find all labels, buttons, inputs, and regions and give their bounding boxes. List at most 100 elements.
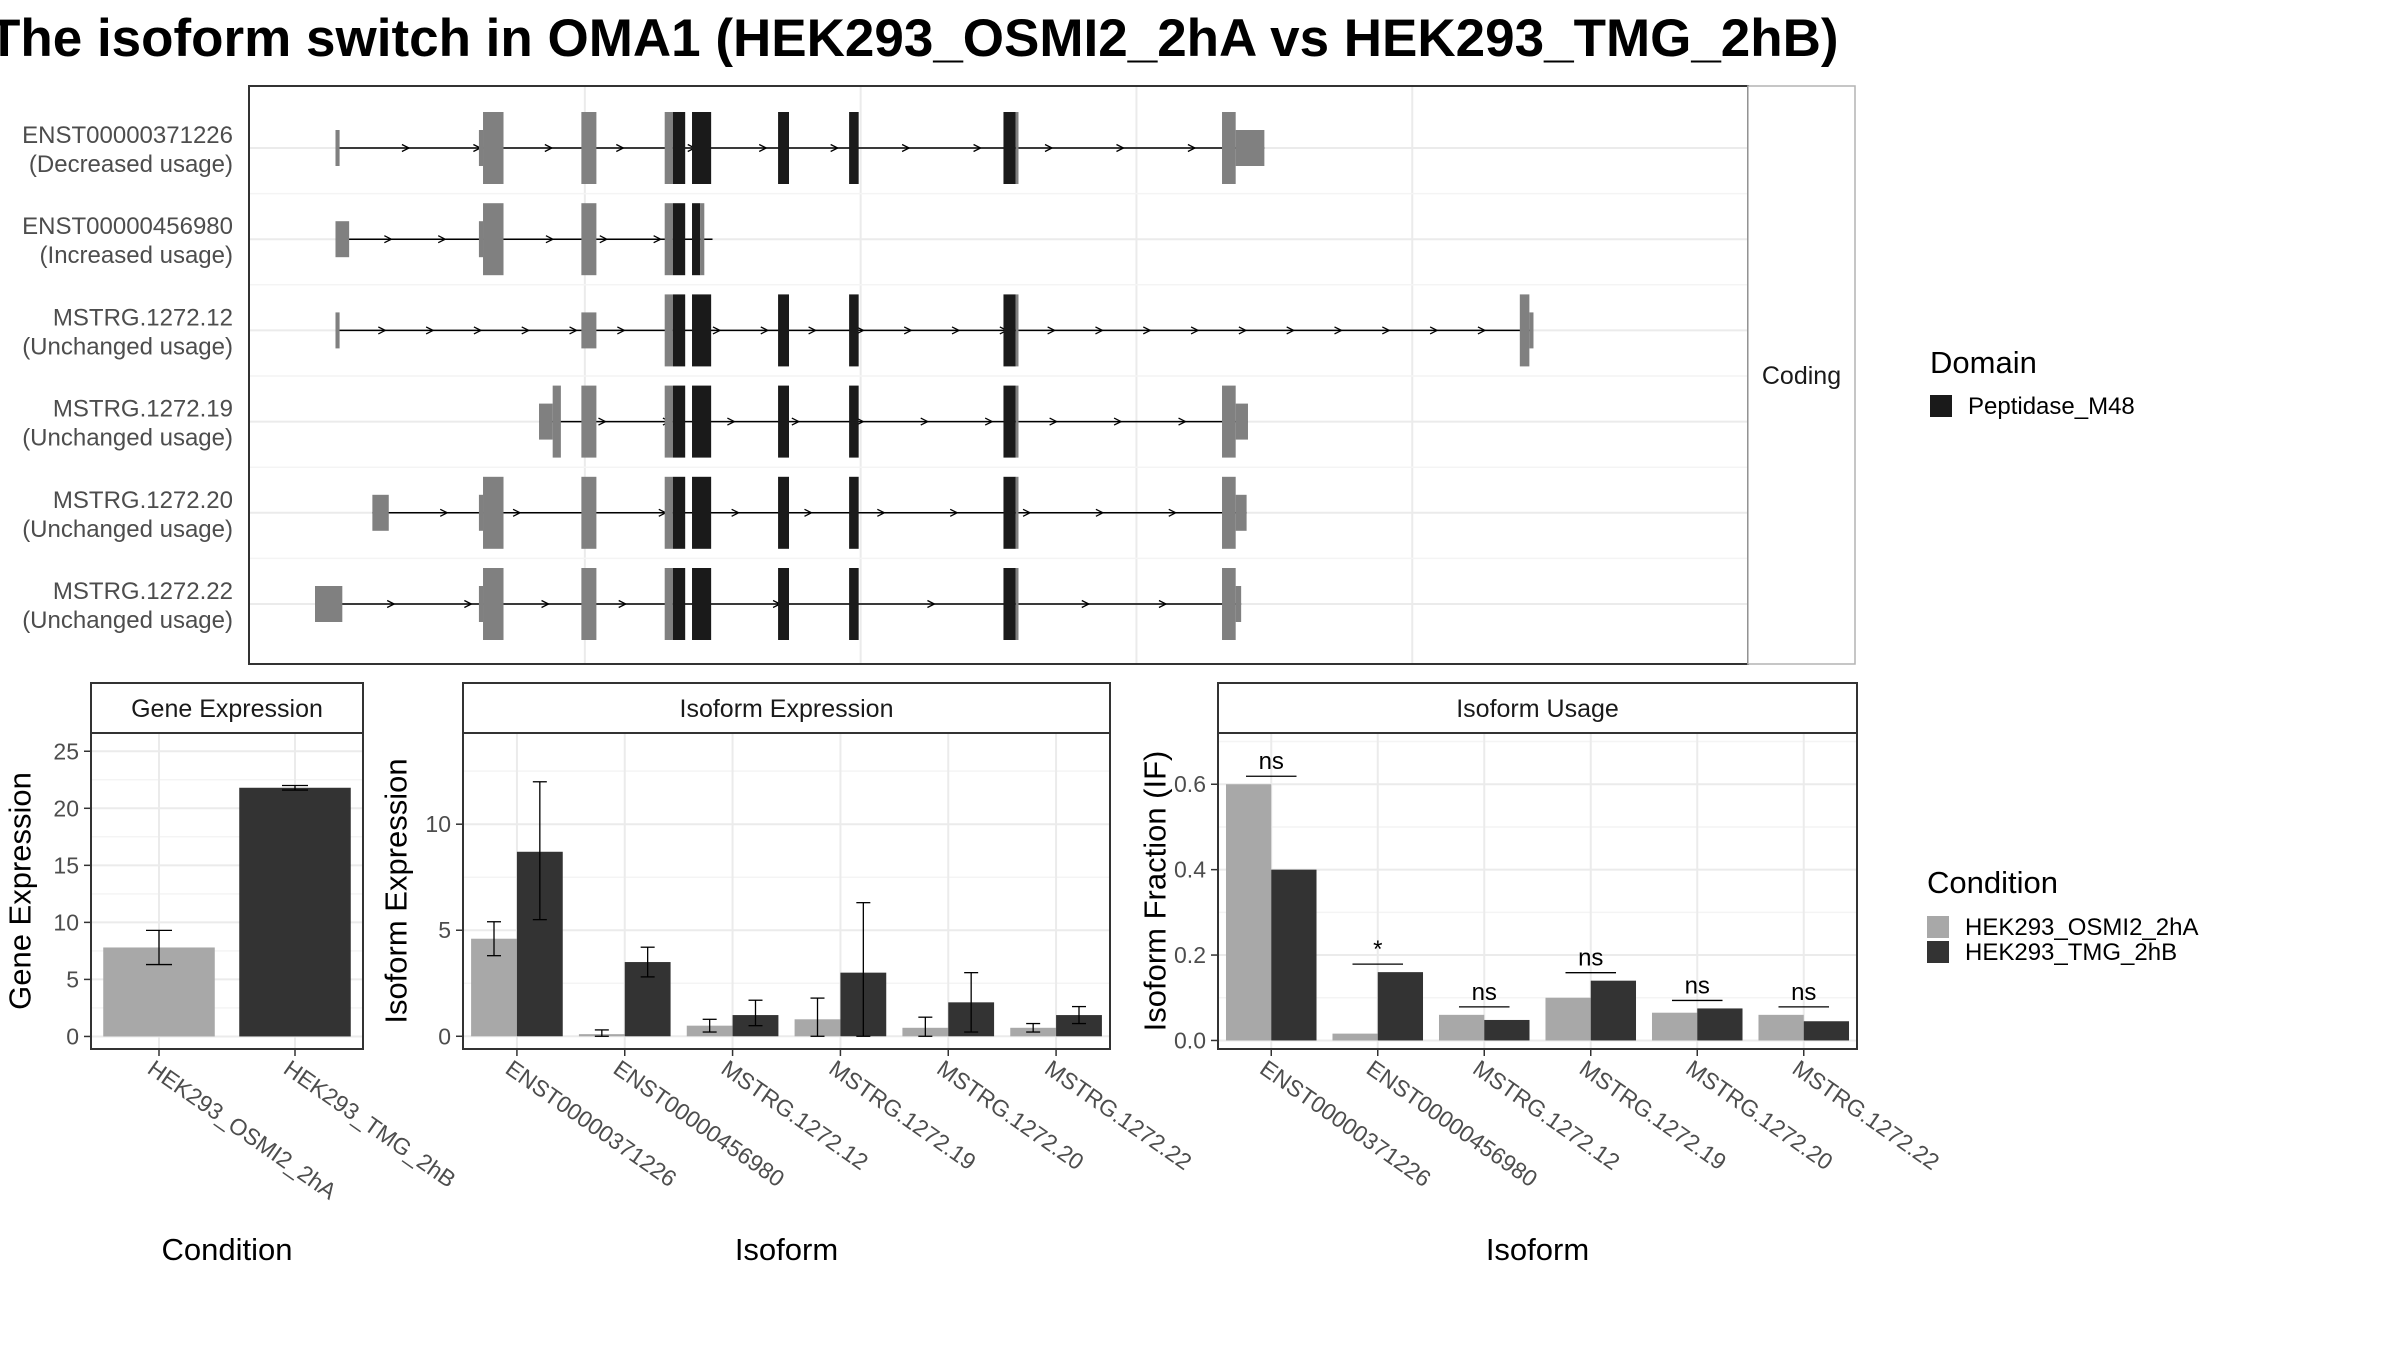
panel-strip-label: Isoform Expression xyxy=(680,695,894,723)
exon-block xyxy=(664,568,673,640)
exon-domain xyxy=(672,385,686,458)
intron-arrow xyxy=(727,417,736,426)
transcript-row: MSTRG.1272.20(Unchanged usage) xyxy=(22,476,1247,549)
bar xyxy=(1758,1014,1804,1041)
significance-label: * xyxy=(1373,936,1382,963)
intron-arrow xyxy=(598,417,607,426)
panel-strip xyxy=(1217,682,1858,734)
exon-domain xyxy=(778,568,790,640)
y-tick-label: 0 xyxy=(438,1023,451,1049)
y-tick-label: 0.0 xyxy=(1174,1027,1206,1053)
condition-legend-title: Condition xyxy=(1927,865,2058,900)
panel-strip xyxy=(90,682,364,734)
transcript-id-label: MSTRG.1272.20 xyxy=(53,487,233,514)
figure-title: The isoform switch in OMA1 (HEK293_OSMI2… xyxy=(0,9,1839,68)
intron-arrow xyxy=(544,143,554,153)
exon-domain xyxy=(849,568,859,640)
intron-arrow xyxy=(1187,143,1197,153)
y-tick-label: 10 xyxy=(425,811,451,837)
exon-domain xyxy=(849,294,859,367)
exon-domain xyxy=(778,476,790,549)
y-axis-title: Gene Expression xyxy=(2,772,37,1010)
intron-arrow xyxy=(401,143,411,153)
exon-block xyxy=(581,203,597,276)
panel-strip-label: Isoform Usage xyxy=(1456,695,1619,723)
exon-block xyxy=(581,476,597,549)
exon-block xyxy=(478,586,484,622)
exon-block xyxy=(372,494,389,531)
intron-arrow xyxy=(951,326,961,335)
exon-domain xyxy=(692,112,712,184)
exon-domain xyxy=(849,112,859,184)
transcript-row: ENST00000371226(Decreased usage) xyxy=(22,112,1265,184)
intron-arrow xyxy=(653,235,663,244)
intron-arrow xyxy=(1168,508,1178,517)
transcript-id-label: MSTRG.1272.22 xyxy=(53,578,233,605)
intron-arrow xyxy=(1286,326,1296,335)
x-axis-title: Condition xyxy=(162,1232,293,1267)
x-tick-label: ENST00000371226 xyxy=(1255,1055,1435,1192)
intron-arrow xyxy=(1429,326,1439,335)
intron-arrow xyxy=(386,599,396,609)
intron-arrow xyxy=(1047,326,1057,335)
intron-arrow xyxy=(1178,417,1187,426)
y-tick-label: 0.2 xyxy=(1174,942,1206,968)
exon-block xyxy=(1015,476,1019,549)
exon-block xyxy=(1235,494,1247,531)
significance-label: ns xyxy=(1791,979,1816,1006)
exon-block xyxy=(483,568,504,640)
intron-arrow xyxy=(1022,508,1032,517)
condition-legend-key xyxy=(1927,916,1949,938)
bar xyxy=(1590,980,1637,1041)
significance-label: ns xyxy=(1472,979,1497,1006)
y-tick-label: 25 xyxy=(53,738,79,764)
intron-arrow xyxy=(1116,143,1125,153)
intron-arrow xyxy=(791,417,801,426)
intron-arrow xyxy=(1095,508,1105,517)
exon-block xyxy=(1222,112,1236,184)
exon-domain xyxy=(849,476,859,549)
bar xyxy=(1332,1033,1378,1041)
intron-arrow xyxy=(804,508,813,517)
y-tick-label: 10 xyxy=(53,909,79,935)
exon-domain xyxy=(672,203,686,276)
intron-arrow xyxy=(569,326,578,335)
exon-domain xyxy=(1003,385,1016,458)
exon-block xyxy=(700,203,705,276)
bar xyxy=(1803,1021,1850,1041)
exon-block xyxy=(1235,586,1242,622)
x-tick-label: ENST00000456980 xyxy=(1362,1055,1542,1192)
exon-domain xyxy=(778,294,790,367)
intron-arrow xyxy=(1238,326,1248,335)
transcript-id-label: MSTRG.1272.12 xyxy=(53,304,233,331)
exon-block xyxy=(478,130,484,166)
intron-arrow xyxy=(599,235,609,244)
intron-arrow xyxy=(973,143,983,153)
transcript-usage-label: (Decreased usage) xyxy=(29,151,233,178)
intron-arrow xyxy=(541,599,550,609)
exon-domain xyxy=(692,294,712,367)
intron-arrow xyxy=(758,143,768,153)
intron-arrow xyxy=(920,417,930,426)
intron-arrow xyxy=(545,235,555,244)
exon-block xyxy=(581,568,597,640)
intron-arrow xyxy=(1477,326,1487,335)
x-axis-title: Isoform xyxy=(735,1232,838,1267)
intron-arrow xyxy=(984,417,994,426)
significance-label: ns xyxy=(1578,945,1603,972)
exon-block xyxy=(664,476,673,549)
intron-arrow xyxy=(617,326,626,335)
exon-block xyxy=(483,112,504,184)
exon-domain xyxy=(1003,476,1016,549)
transcript-id-label: MSTRG.1272.19 xyxy=(53,396,233,423)
exon-block xyxy=(1235,403,1248,440)
bar-panel: 0.0 0.2 0.4 0.6 ns * ns ns ns ns Isoform Usage ENST… xyxy=(1137,682,1944,1267)
exon-block xyxy=(315,586,343,622)
domain-legend-key xyxy=(1930,395,1952,417)
exon-domain xyxy=(672,476,686,549)
intron-arrow xyxy=(1158,599,1168,609)
